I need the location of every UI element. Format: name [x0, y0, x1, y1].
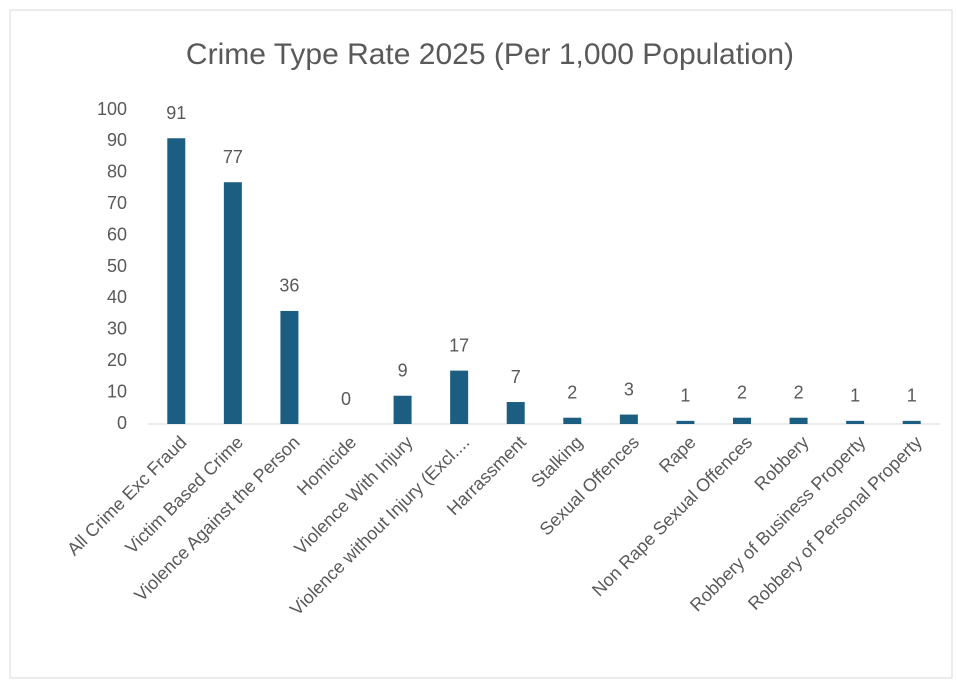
bar — [393, 395, 412, 424]
y-tick-label: 90 — [107, 130, 127, 150]
bar — [902, 420, 921, 424]
data-label: 3 — [624, 379, 634, 399]
y-tick-label: 50 — [107, 256, 127, 276]
data-label: 17 — [449, 335, 469, 355]
data-label: 2 — [737, 382, 747, 402]
y-tick-label: 0 — [117, 413, 127, 433]
y-tick-label: 10 — [107, 381, 127, 401]
bar — [619, 414, 638, 424]
data-label: 9 — [398, 360, 408, 380]
y-tick-label: 30 — [107, 319, 127, 339]
data-label: 2 — [794, 382, 804, 402]
bar — [506, 402, 525, 424]
bar — [846, 420, 865, 424]
bar — [450, 370, 469, 424]
bar — [223, 182, 242, 424]
y-tick-label: 100 — [97, 99, 127, 119]
y-tick-label: 80 — [107, 162, 127, 182]
bar — [676, 420, 695, 424]
data-label: 91 — [166, 103, 186, 123]
y-tick-label: 40 — [107, 287, 127, 307]
chart-title: Crime Type Rate 2025 (Per 1,000 Populati… — [186, 38, 794, 71]
y-tick-label: 60 — [107, 224, 127, 244]
bar — [789, 417, 808, 424]
data-label: 0 — [341, 389, 351, 409]
y-tick-label: 20 — [107, 350, 127, 370]
data-label: 1 — [850, 386, 860, 406]
data-label: 2 — [567, 382, 577, 402]
data-label: 1 — [907, 386, 917, 406]
data-label: 77 — [223, 147, 243, 167]
bar — [280, 310, 299, 424]
data-label: 7 — [511, 367, 521, 387]
bar — [563, 417, 582, 424]
chart-frame — [9, 9, 953, 679]
data-label: 1 — [680, 386, 690, 406]
y-tick-label: 70 — [107, 193, 127, 213]
bar — [733, 417, 751, 424]
data-label: 36 — [279, 276, 299, 296]
bar — [167, 138, 186, 424]
